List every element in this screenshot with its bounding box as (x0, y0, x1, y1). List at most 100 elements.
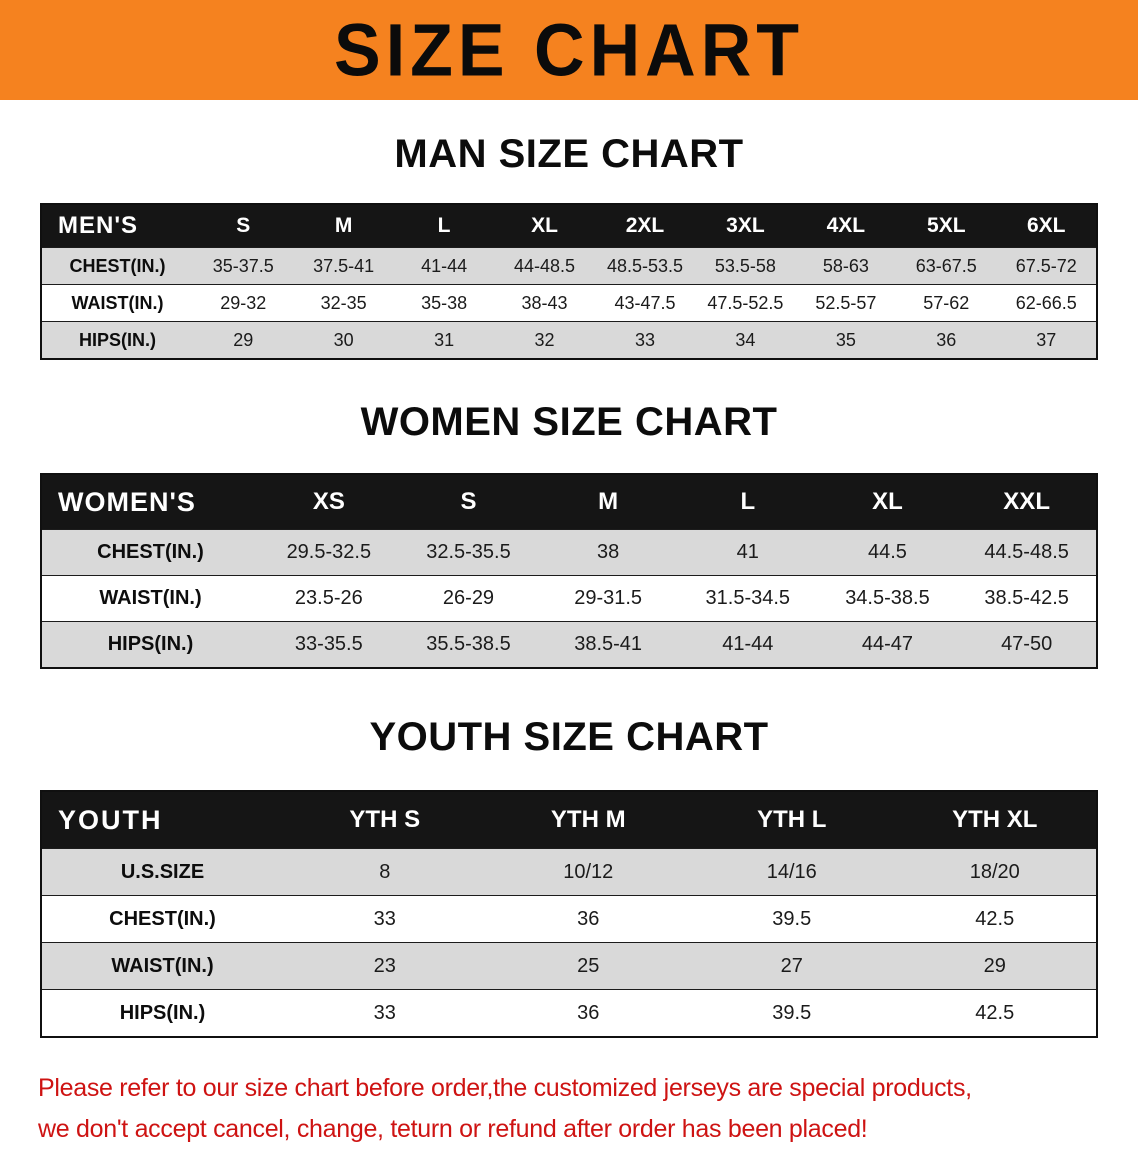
size-value-cell: 39.5 (772, 907, 812, 930)
size-value-cell: 41-44 (722, 633, 774, 655)
disclaimer-line-2: we don't accept cancel, change, teturn o… (38, 1115, 868, 1144)
women-hips-row: HIPS(IN.) 33-35.5 35.5-38.5 38.5-41 41-4… (41, 621, 1097, 668)
row-label: HIPS(IN.) (107, 633, 194, 655)
size-value-cell: 44-48.5 (514, 255, 576, 276)
disclaimer: Please refer to our size chart before or… (38, 1068, 1138, 1151)
women-size-header-xs: XS (259, 474, 399, 530)
youth-chest-row: CHEST(IN.) 33 36 39.5 42.5 (41, 895, 1097, 943)
size-value-cell: 41 (736, 541, 759, 563)
size-value-cell: 25 (577, 954, 600, 977)
size-value-cell: 34 (735, 329, 756, 350)
size-value-cell: 34.5-38.5 (845, 587, 930, 609)
size-value-cell: 58-63 (822, 255, 869, 276)
size-value-cell: 36 (577, 1001, 600, 1024)
row-label: WAIST(IN.) (99, 587, 202, 609)
size-value-cell: 39.5 (772, 1001, 812, 1024)
size-chart-banner: SIZE CHART (0, 0, 1138, 100)
men-size-header-5xl: 5XL (896, 204, 997, 248)
youth-size-heading: YOUTH SIZE CHART (369, 715, 769, 759)
men-size-header-4xl: 4XL (795, 204, 897, 248)
size-value-cell: 57-62 (923, 292, 970, 313)
women-waist-row: WAIST(IN.) 23.5-26 26-29 29-31.5 31.5-34… (41, 575, 1097, 622)
men-table-title: MEN'S (41, 204, 193, 248)
size-value-cell: 35.5-38.5 (426, 633, 511, 655)
size-chart-title: SIZE CHART (334, 8, 804, 92)
men-size-header-s: S (193, 204, 294, 248)
disclaimer-line-1: Please refer to our size chart before or… (38, 1074, 972, 1102)
size-value-cell: 53.5-58 (714, 255, 776, 276)
women-size-heading: WOMEN SIZE CHART (360, 400, 778, 444)
size-value-cell: 43-47.5 (614, 292, 676, 313)
size-value-cell: 29-32 (220, 292, 267, 313)
size-value-cell: 35-37.5 (212, 255, 274, 276)
women-size-header-m: M (538, 474, 678, 530)
youth-table-title: YOUTH (41, 791, 283, 849)
size-value-cell: 38 (597, 541, 620, 563)
women-size-header-l: L (677, 474, 818, 530)
row-label: CHEST(IN.) (97, 541, 204, 563)
youth-hips-row: HIPS(IN.) 33 36 39.5 42.5 (41, 989, 1097, 1037)
row-label: CHEST(IN.) (109, 907, 216, 930)
youth-ussize-row: U.S.SIZE 8 10/12 14/16 18/20 (41, 848, 1097, 896)
size-value-cell: 44.5-48.5 (984, 541, 1069, 563)
size-value-cell: 14/16 (766, 860, 817, 883)
size-value-cell: 33-35.5 (294, 633, 363, 655)
size-value-cell: 23.5-26 (294, 587, 363, 609)
size-value-cell: 35-38 (421, 292, 468, 313)
size-value-cell: 42.5 (975, 907, 1015, 930)
women-table-title: WOMEN'S (41, 474, 259, 530)
row-label: CHEST(IN.) (69, 255, 166, 276)
youth-size-table: YOUTH YTH S YTH M YTH L YTH XL U.S.SIZE … (40, 790, 1098, 1038)
size-value-cell: 8 (379, 860, 391, 883)
men-size-header-l: L (393, 204, 495, 248)
size-value-cell: 33 (634, 329, 655, 350)
men-size-header-xl: XL (494, 204, 595, 248)
women-header-row: WOMEN'S XS S M L XL XXL (41, 474, 1097, 530)
size-value-cell: 36 (936, 329, 957, 350)
men-size-heading: MAN SIZE CHART (394, 132, 744, 176)
men-chest-row: CHEST(IN.) 35-37.5 37.5-41 41-44 44-48.5… (41, 247, 1097, 285)
men-size-header-2xl: 2XL (594, 204, 696, 248)
size-value-cell: 32.5-35.5 (426, 541, 511, 563)
size-value-cell: 27 (780, 954, 803, 977)
size-value-cell: 37 (1036, 329, 1057, 350)
men-size-header-m: M (293, 204, 394, 248)
men-waist-row: WAIST(IN.) 29-32 32-35 35-38 38-43 43-47… (41, 284, 1097, 322)
women-chest-row: CHEST(IN.) 29.5-32.5 32.5-35.5 38 41 44.… (41, 529, 1097, 576)
youth-size-section: YOUTH SIZE CHART YOUTH YTH S YTH M YTH L… (0, 715, 1138, 1038)
size-value-cell: 38.5-41 (574, 633, 643, 655)
row-label: U.S.SIZE (120, 860, 205, 883)
youth-header-row: YOUTH YTH S YTH M YTH L YTH XL (41, 791, 1097, 849)
women-size-section: WOMEN SIZE CHART WOMEN'S XS S M L XL XXL… (0, 400, 1138, 669)
size-value-cell: 32-35 (320, 292, 367, 313)
size-value-cell: 41-44 (421, 255, 468, 276)
size-value-cell: 31 (434, 329, 455, 350)
size-value-cell: 33 (373, 1001, 396, 1024)
youth-size-header-xl: YTH XL (893, 791, 1097, 849)
size-value-cell: 62-66.5 (1015, 292, 1077, 313)
row-label: HIPS(IN.) (119, 1001, 206, 1024)
size-value-cell: 47.5-52.5 (707, 292, 784, 313)
size-value-cell: 31.5-34.5 (705, 587, 791, 609)
size-value-cell: 29.5-32.5 (286, 541, 372, 563)
size-value-cell: 38.5-42.5 (984, 587, 1069, 609)
size-value-cell: 29 (983, 954, 1006, 977)
men-size-header-6xl: 6XL (996, 204, 1097, 248)
size-value-cell: 38-43 (521, 292, 568, 313)
men-size-section: MAN SIZE CHART MEN'S S M L XL 2XL 3XL 4X… (0, 132, 1138, 360)
men-size-table: MEN'S S M L XL 2XL 3XL 4XL 5XL 6XL CHEST… (40, 203, 1098, 360)
size-value-cell: 67.5-72 (1015, 255, 1077, 276)
women-size-header-xl: XL (817, 474, 958, 530)
row-label: WAIST(IN.) (71, 292, 164, 313)
men-hips-row: HIPS(IN.) 29 30 31 32 33 34 35 36 37 (41, 321, 1097, 359)
size-value-cell: 44.5 (867, 541, 907, 563)
youth-size-header-s: YTH S (283, 791, 487, 849)
size-value-cell: 42.5 (975, 1001, 1015, 1024)
youth-waist-row: WAIST(IN.) 23 25 27 29 (41, 942, 1097, 990)
row-label: HIPS(IN.) (78, 329, 156, 350)
size-value-cell: 29-31.5 (574, 587, 643, 609)
size-value-cell: 52.5-57 (815, 292, 877, 313)
row-label: WAIST(IN.) (111, 954, 214, 977)
size-value-cell: 18/20 (969, 860, 1020, 883)
